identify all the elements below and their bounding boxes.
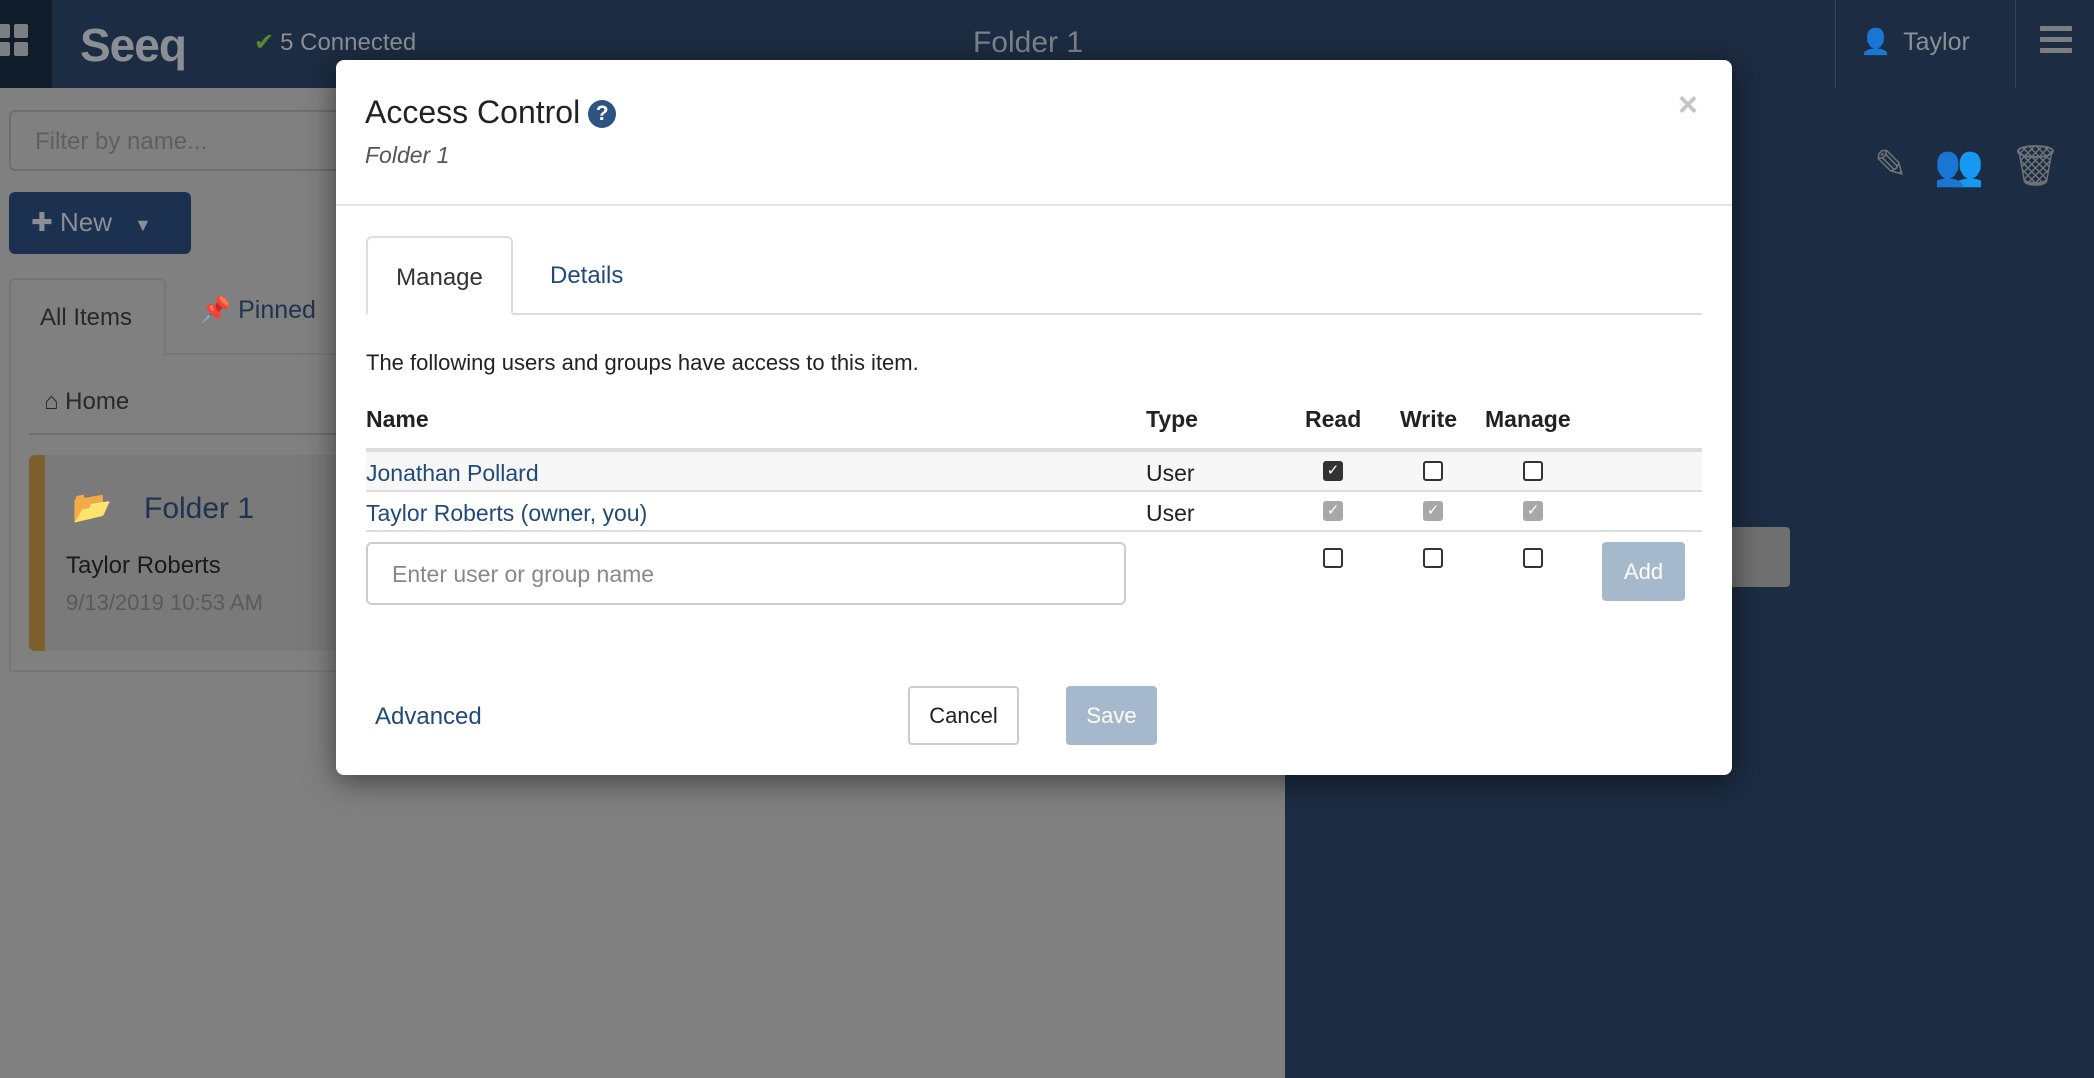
user-icon: 👤 bbox=[1860, 28, 1892, 56]
new-read-checkbox[interactable] bbox=[1323, 548, 1343, 568]
divider bbox=[336, 204, 1732, 206]
read-checkbox[interactable]: ✓ bbox=[1323, 461, 1343, 481]
folder-owner: Taylor Roberts bbox=[66, 552, 221, 579]
tab-details[interactable]: Details bbox=[550, 262, 624, 289]
access-name[interactable]: Taylor Roberts (owner, you) bbox=[366, 500, 648, 526]
tab-manage[interactable]: Manage bbox=[366, 236, 513, 315]
access-row: Taylor Roberts (owner, you) User ✓ ✓ ✓ bbox=[366, 492, 1702, 532]
folder-title[interactable]: Folder 1 bbox=[144, 492, 255, 525]
write-checkbox[interactable] bbox=[1423, 461, 1443, 481]
dialog-title-text: Access Control bbox=[365, 94, 581, 130]
filter-input[interactable]: Filter by name... bbox=[9, 110, 349, 171]
folder-icon: 📂 bbox=[72, 489, 112, 525]
tab-pinned-label: Pinned bbox=[238, 296, 316, 324]
access-control-dialog: Access Control? Folder 1 × Manage Detail… bbox=[336, 60, 1732, 775]
read-checkbox: ✓ bbox=[1323, 501, 1343, 521]
header-border bbox=[366, 448, 1702, 452]
user-menu[interactable]: 👤 Taylor bbox=[1860, 28, 1970, 57]
divider bbox=[1835, 0, 1836, 88]
access-type: User bbox=[1146, 500, 1195, 526]
check-icon: ✔ bbox=[254, 29, 275, 56]
column-type: Type bbox=[1146, 406, 1198, 432]
tabs-border bbox=[366, 313, 1702, 315]
pencil-icon[interactable]: ✎ bbox=[1874, 143, 1908, 187]
trash-icon[interactable]: 🗑 bbox=[2010, 144, 2061, 188]
breadcrumb-label: Home bbox=[65, 388, 130, 415]
column-write: Write bbox=[1400, 406, 1458, 432]
new-write-checkbox[interactable] bbox=[1423, 548, 1443, 568]
save-button[interactable]: Save bbox=[1066, 686, 1157, 745]
connection-status-text: 5 Connected bbox=[280, 29, 417, 56]
column-read: Read bbox=[1305, 406, 1362, 432]
caret-down-icon: ▼ bbox=[134, 215, 152, 235]
user-group-input[interactable]: Enter user or group name bbox=[366, 542, 1126, 605]
write-checkbox: ✓ bbox=[1423, 501, 1443, 521]
access-description: The following users and groups have acce… bbox=[366, 350, 919, 375]
tab-border bbox=[166, 353, 356, 355]
new-button[interactable]: ✚ New ▼ bbox=[9, 192, 191, 254]
new-manage-checkbox[interactable] bbox=[1523, 548, 1543, 568]
folder-card[interactable] bbox=[29, 455, 349, 651]
user-name: Taylor bbox=[1903, 28, 1970, 56]
access-type: User bbox=[1146, 460, 1195, 486]
add-button[interactable]: Add bbox=[1602, 542, 1685, 601]
column-manage: Manage bbox=[1485, 406, 1571, 432]
help-icon[interactable]: ? bbox=[588, 100, 617, 128]
dialog-subtitle: Folder 1 bbox=[365, 142, 450, 168]
manage-checkbox[interactable] bbox=[1523, 461, 1543, 481]
tab-all-items[interactable]: All Items bbox=[9, 278, 166, 356]
manage-checkbox: ✓ bbox=[1523, 501, 1543, 521]
page-title: Folder 1 bbox=[972, 26, 1084, 59]
breadcrumb-home[interactable]: ⌂ Home bbox=[44, 388, 129, 416]
dialog-title: Access Control? bbox=[365, 94, 617, 131]
seeq-logo[interactable]: Seeq bbox=[80, 19, 187, 71]
access-name[interactable]: Jonathan Pollard bbox=[366, 460, 539, 486]
connection-status[interactable]: ✔ 5 Connected bbox=[254, 28, 416, 57]
tab-pinned[interactable]: 📌 Pinned bbox=[200, 296, 316, 325]
divider bbox=[2015, 0, 2016, 88]
cancel-button[interactable]: Cancel bbox=[908, 686, 1019, 745]
folder-date: 9/13/2019 10:53 AM bbox=[66, 590, 263, 615]
advanced-link[interactable]: Advanced bbox=[375, 703, 482, 730]
access-row: Jonathan Pollard User ✓ bbox=[366, 452, 1702, 492]
hamburger-menu-icon[interactable] bbox=[2040, 26, 2072, 59]
close-icon[interactable]: × bbox=[1678, 86, 1698, 124]
app-grid-icon[interactable] bbox=[0, 0, 52, 88]
users-icon[interactable]: 👥 bbox=[1934, 144, 1984, 188]
column-name: Name bbox=[366, 406, 429, 432]
plus-icon: ✚ bbox=[31, 207, 61, 237]
new-label: New bbox=[60, 207, 113, 237]
divider bbox=[29, 433, 349, 435]
home-icon: ⌂ bbox=[44, 388, 59, 415]
pin-icon: 📌 bbox=[200, 296, 232, 324]
